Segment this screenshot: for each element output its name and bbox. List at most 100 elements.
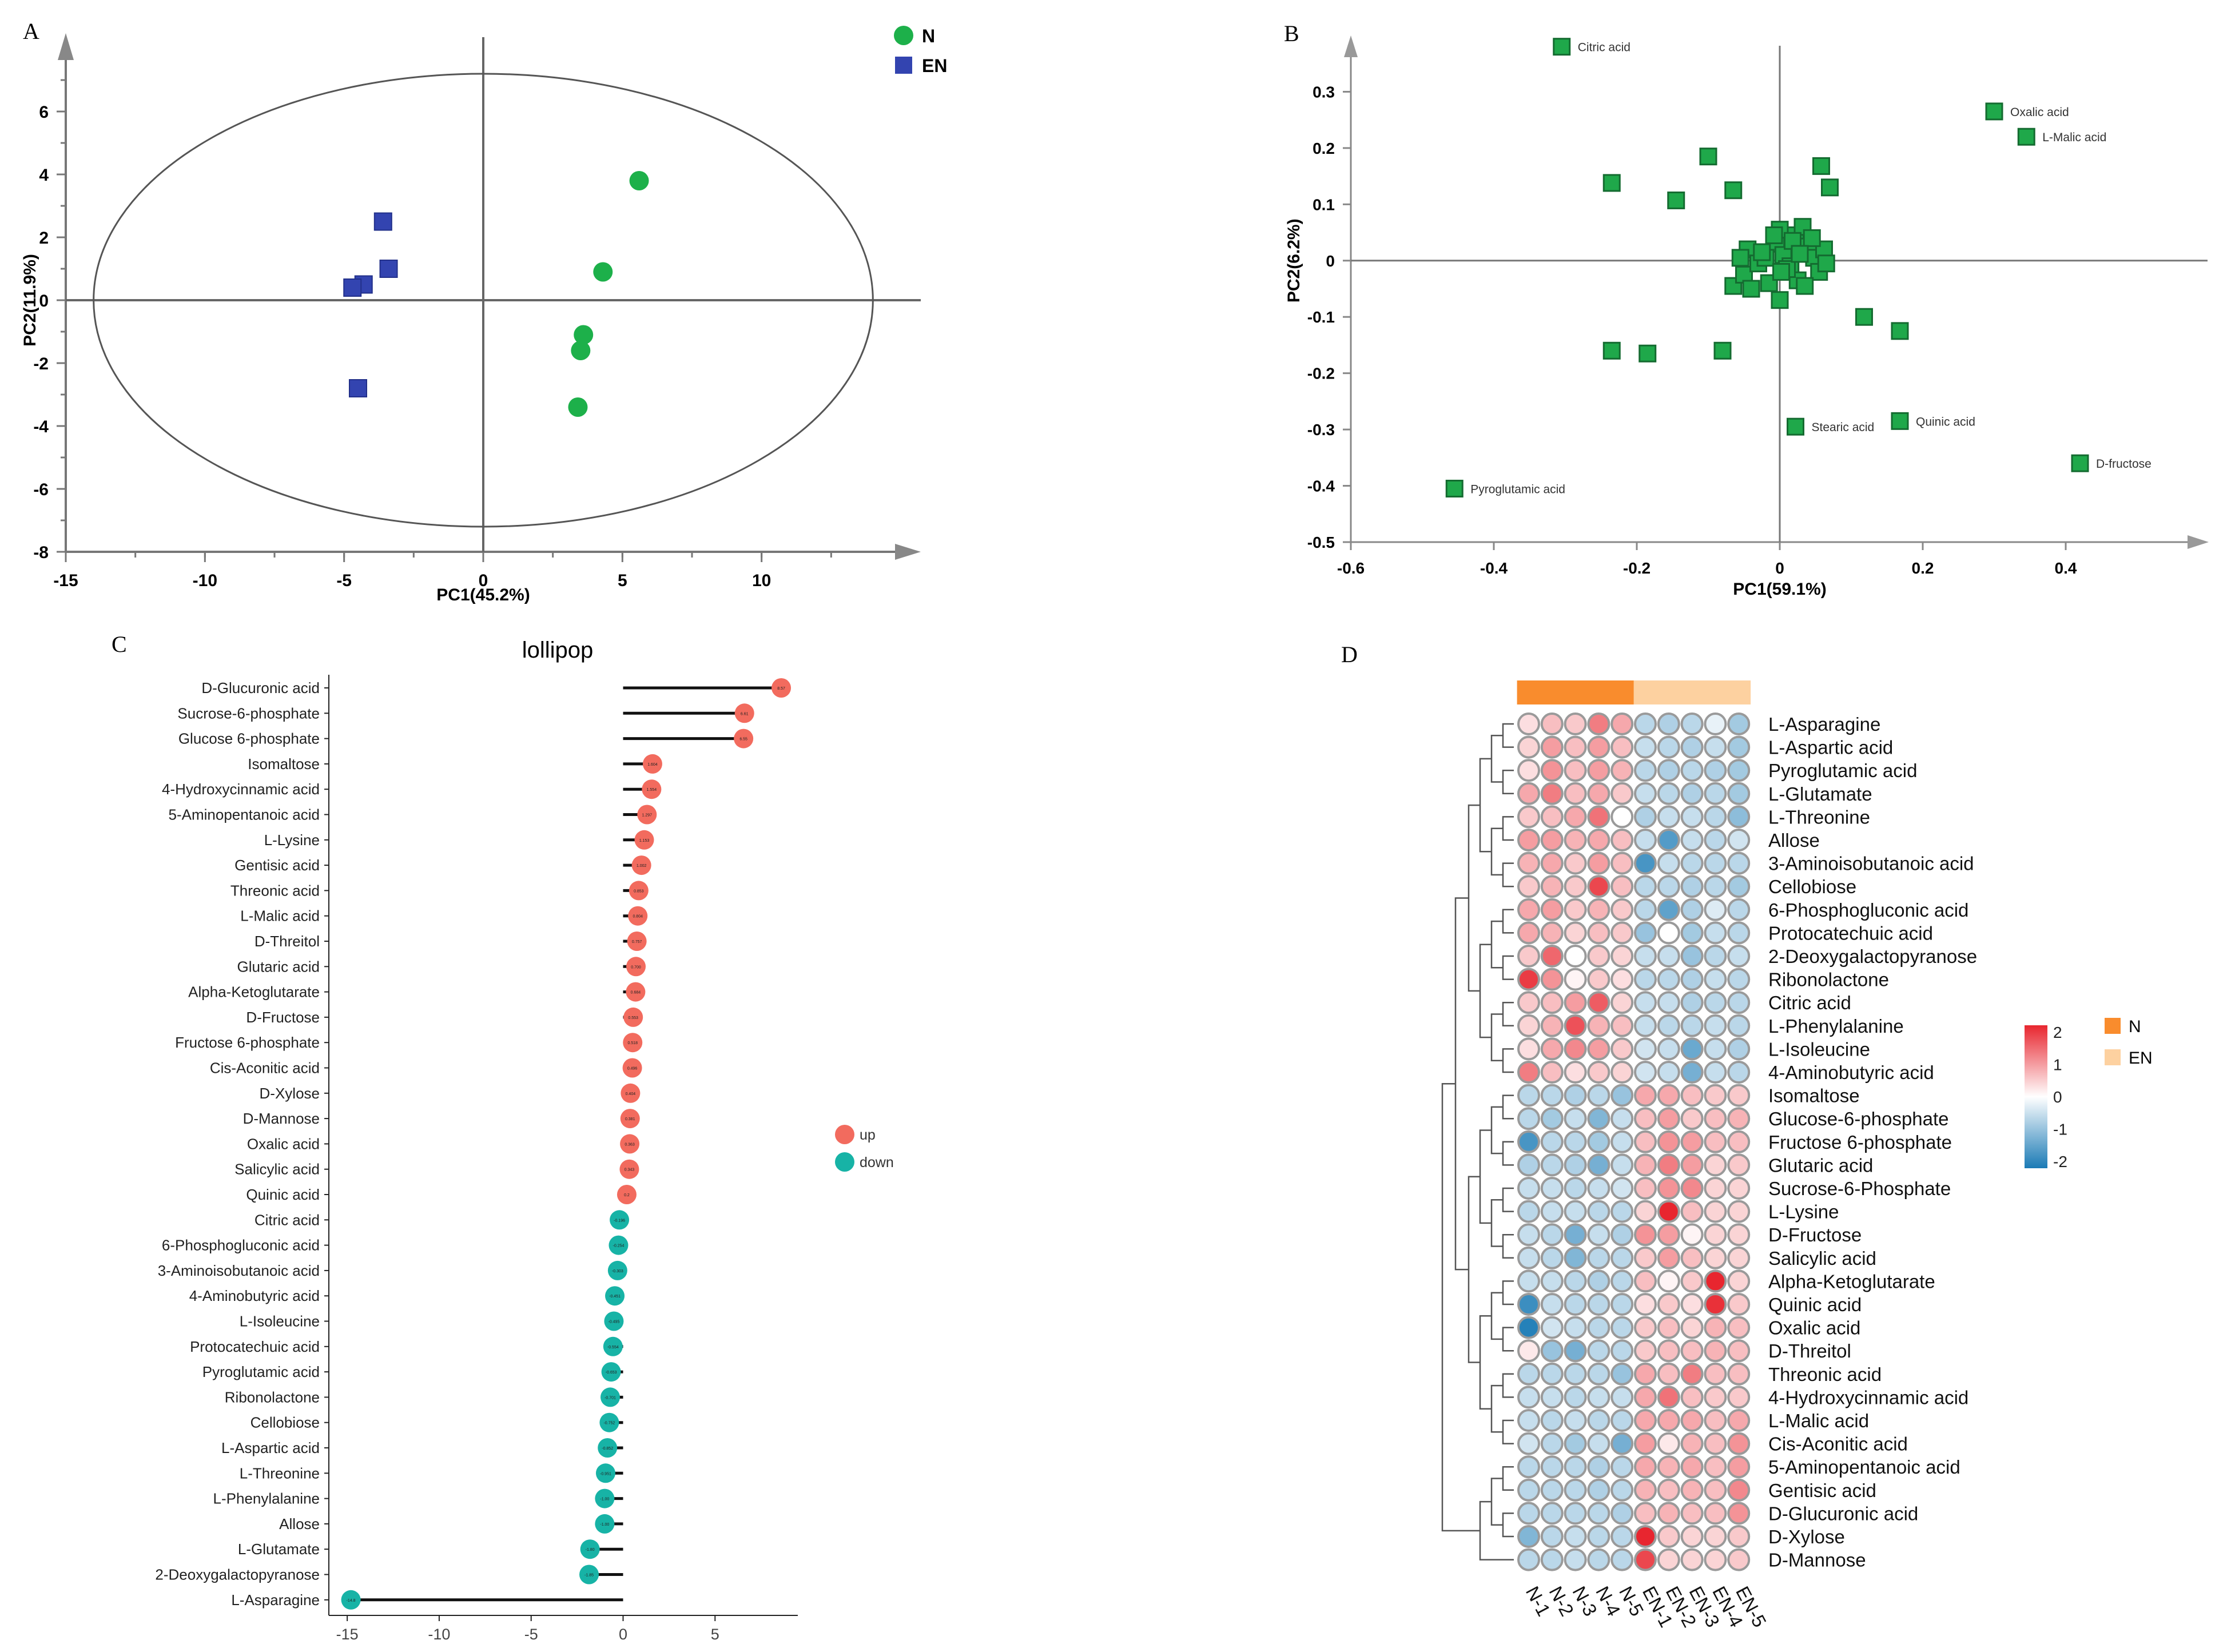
heatmap-cell — [1540, 759, 1564, 782]
heatmap-cell — [1564, 1525, 1587, 1548]
lollipop-head — [629, 881, 649, 901]
heatmap-cell — [1610, 712, 1634, 735]
heatmap-cell — [1610, 1339, 1634, 1363]
heatmap-cell — [1657, 712, 1680, 735]
panel-letter-b: B — [1284, 21, 1299, 46]
heatmap-cell — [1704, 875, 1727, 898]
heatmap-cell — [1680, 712, 1704, 735]
lollipop-head — [621, 1083, 641, 1103]
heatmap-cell — [1517, 1432, 1540, 1455]
group-annotation-cell — [1727, 680, 1751, 704]
heatmap-cell — [1634, 921, 1657, 945]
heatmap-cell — [1657, 1502, 1680, 1525]
heatmap-cell — [1657, 1548, 1680, 1571]
heatmap-cell — [1587, 1478, 1610, 1502]
heatmap-cell — [1704, 1455, 1727, 1479]
heatmap-cell — [1587, 1525, 1610, 1548]
heatmap-cell — [1657, 1107, 1680, 1130]
heatmap-cell — [1610, 1130, 1634, 1153]
x-tick-label: -0.2 — [1623, 559, 1651, 577]
heatmap-cell — [1634, 851, 1657, 875]
dendrogram-branch — [1454, 897, 1469, 1271]
y-tick-label: 2 — [39, 229, 49, 248]
group-annotation-cell — [1610, 680, 1634, 704]
heatmap-cell — [1634, 1200, 1657, 1223]
row-label-salicylic-acid: Salicylic acid — [1768, 1248, 1876, 1269]
n-sample-point — [593, 262, 613, 282]
heatmap-cell — [1704, 1339, 1727, 1363]
x-tick-label: 5 — [618, 571, 627, 590]
heatmap-cell — [1587, 1432, 1610, 1455]
lollipop-value-label: -0.701 — [605, 1396, 616, 1400]
heatmap-cell — [1564, 945, 1587, 968]
heatmap-cell — [1540, 1478, 1564, 1502]
heatmap-cell — [1657, 1269, 1680, 1293]
heatmap-cell — [1517, 1223, 1540, 1247]
heatmap-cell — [1610, 921, 1634, 945]
dendrogram-branch — [1490, 1478, 1503, 1526]
dendrogram-branch — [1502, 1233, 1514, 1259]
y-tick-label: -6 — [33, 480, 49, 499]
heatmap-cell — [1680, 1246, 1704, 1269]
row-label-threonic-acid: Threonic acid — [1768, 1364, 1882, 1385]
heatmap-cell — [1657, 1177, 1680, 1200]
heatmap-cell — [1680, 1502, 1704, 1525]
dendrogram-branch — [1490, 1384, 1503, 1433]
loading-point — [1791, 245, 1809, 263]
row-dendrogram — [1441, 723, 1514, 1561]
heatmap-cell — [1587, 805, 1610, 829]
heatmap-cell — [1680, 805, 1704, 829]
lollipop-value-label: -0.254 — [613, 1244, 625, 1248]
heatmap-cell — [1680, 1153, 1704, 1177]
heatmap-cell — [1680, 735, 1704, 759]
heatmap-cell — [1704, 945, 1727, 968]
heatmap-cell — [1727, 1409, 1751, 1432]
heatmap-cell — [1704, 968, 1727, 991]
heatmap-cell — [1610, 805, 1634, 829]
heatmap-cell — [1564, 875, 1587, 898]
category-label-alpha-ketoglutarate: Alpha-Ketoglutarate — [188, 984, 320, 1001]
heatmap-cell — [1540, 1339, 1564, 1363]
heatmap-cell — [1657, 991, 1680, 1014]
heatmap-cell — [1610, 991, 1634, 1014]
heatmap-cell — [1610, 1455, 1634, 1479]
category-label-l-lysine: L-Lysine — [264, 831, 320, 849]
heatmap-cell — [1564, 1223, 1587, 1247]
heatmap-cell — [1517, 782, 1540, 805]
row-label-l-aspartic-acid: L-Aspartic acid — [1768, 737, 1893, 758]
heatmap-cell — [1587, 921, 1610, 945]
heatmap-cell — [1610, 968, 1634, 991]
lollipop-head — [619, 1159, 639, 1179]
heatmap-cell — [1517, 1269, 1540, 1293]
heatmap-cell — [1634, 875, 1657, 898]
heatmap-cell — [1610, 851, 1634, 875]
heatmap-cell — [1727, 1548, 1751, 1571]
confidence-ellipse — [93, 73, 874, 528]
heatmap-cell — [1727, 1177, 1751, 1200]
heatmap-cell — [1610, 898, 1634, 921]
heatmap-cell — [1564, 1409, 1587, 1432]
heatmap-cell — [1680, 898, 1704, 921]
heatmap-cell — [1564, 1014, 1587, 1037]
heatmap-cell — [1540, 782, 1564, 805]
heatmap-cell — [1587, 1130, 1610, 1153]
dendrogram-branch — [1502, 862, 1514, 887]
lollipop-value-label: 8.57 — [777, 687, 785, 691]
lollipop-head — [634, 830, 654, 850]
heatmap-cell — [1634, 1084, 1657, 1107]
heatmap-cell — [1704, 991, 1727, 1014]
heatmap-cell — [1657, 1525, 1680, 1548]
heatmap-cell — [1657, 1061, 1680, 1084]
heatmap-cell — [1564, 735, 1587, 759]
lollipop-value-label: 0.804 — [633, 915, 643, 919]
y-axis-arrow — [58, 33, 74, 60]
heatmap-cell — [1540, 1432, 1564, 1455]
loading-point-l-malic-acid — [2017, 128, 2035, 146]
heatmap-cell — [1634, 1223, 1657, 1247]
legend-down-marker — [835, 1152, 854, 1172]
heatmap-cell — [1540, 1153, 1564, 1177]
lollipop-value-label: -0.653 — [606, 1371, 617, 1375]
heatmap-cell — [1540, 712, 1564, 735]
heatmap-cell — [1564, 921, 1587, 945]
heatmap-cell — [1564, 1107, 1587, 1130]
